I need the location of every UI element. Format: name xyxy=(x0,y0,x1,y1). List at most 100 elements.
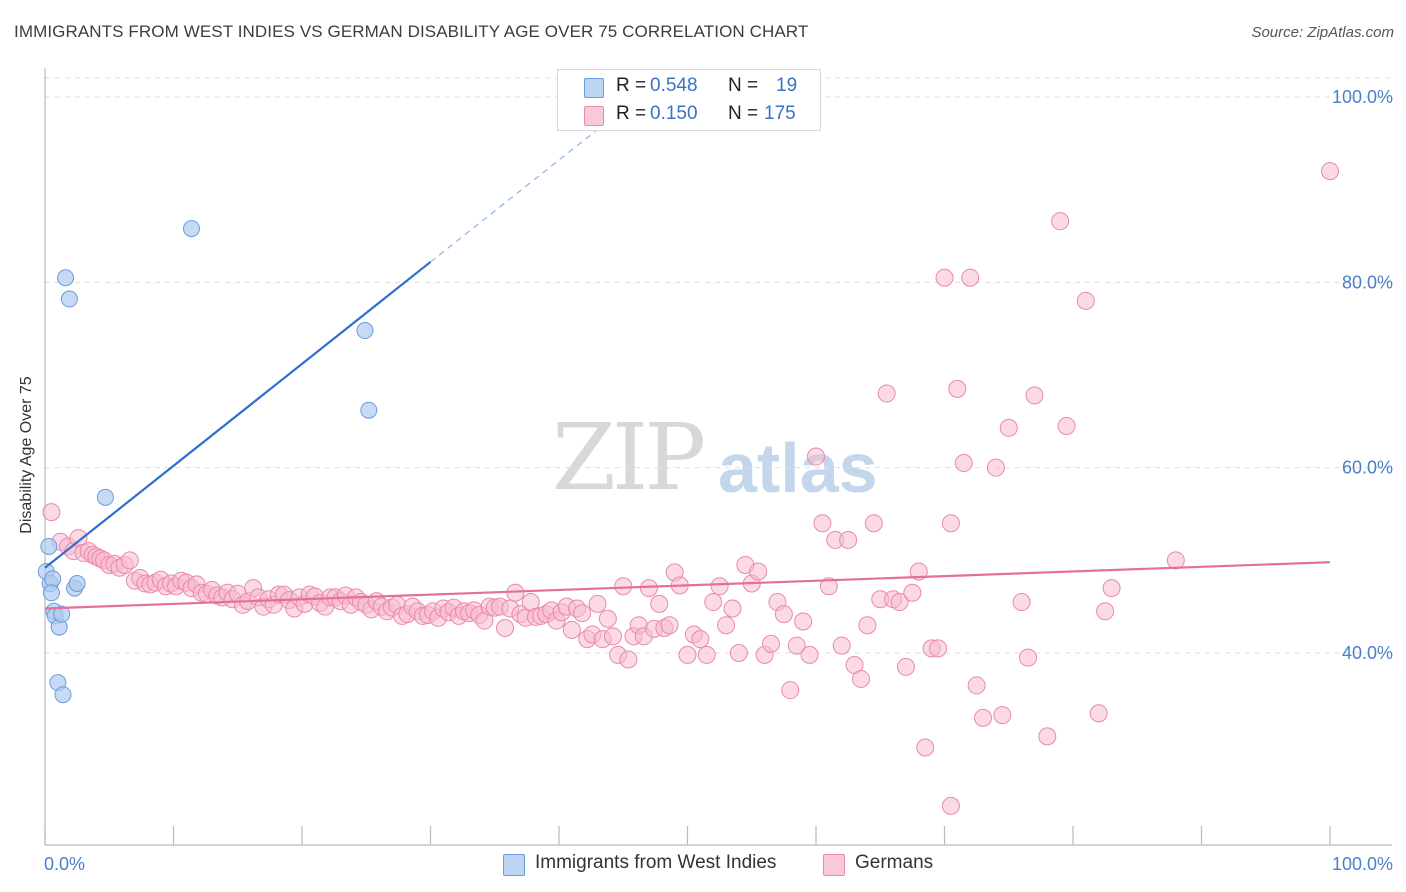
germans-point xyxy=(1166,551,1185,570)
germans-point xyxy=(916,738,935,757)
germans-point xyxy=(781,681,800,700)
legend-r-label: R = xyxy=(616,75,647,96)
west-indies-trend-extension xyxy=(430,128,598,263)
correlation-legend: R = 0.548 N = 19 R = 0.150 N = 175 xyxy=(557,69,821,131)
germans-point xyxy=(774,605,793,624)
west-indies-point xyxy=(57,269,75,287)
x-tick-label-min: 0.0% xyxy=(44,854,85,874)
germans-point xyxy=(749,562,768,581)
legend-r-value: 0.548 xyxy=(650,75,698,96)
tick-labels: 40.0% 60.0% 80.0% 100.0% 0.0% 100.0% xyxy=(44,87,1393,874)
germans-point xyxy=(877,384,896,403)
y-tick-label: 100.0% xyxy=(1332,87,1393,107)
germans-point xyxy=(839,530,858,549)
germans-point xyxy=(948,379,967,398)
west-indies-trend-line xyxy=(44,261,432,569)
germans-point xyxy=(1076,291,1095,310)
trend-lines xyxy=(44,128,1331,610)
legend-swatch-west-indies xyxy=(584,78,604,98)
germans-point xyxy=(1102,579,1121,598)
germans-point xyxy=(729,644,748,662)
germans-point xyxy=(813,514,832,533)
germans-point xyxy=(562,620,581,639)
germans-point xyxy=(678,645,697,664)
watermark-zip: ZIP xyxy=(552,404,706,511)
legend-row-west-indies: R = 0.548 N = 19 xyxy=(558,72,820,100)
germans-point xyxy=(1321,162,1339,181)
west-indies-point xyxy=(68,575,86,592)
germans-point xyxy=(598,609,617,628)
germans-point xyxy=(717,616,736,635)
germans-point xyxy=(851,669,870,688)
west-indies-point xyxy=(53,605,71,623)
legend-r-label: R = xyxy=(616,103,647,124)
legend-swatch-germans xyxy=(823,854,845,876)
legend-r-value: 0.150 xyxy=(650,103,698,124)
legend-swatch-west-indies xyxy=(503,854,525,876)
germans-point xyxy=(619,650,638,669)
west-indies-point xyxy=(356,322,374,340)
y-tick-label: 60.0% xyxy=(1342,458,1393,478)
germans-point xyxy=(819,577,838,596)
west-indies-point xyxy=(360,401,378,419)
germans-point xyxy=(691,630,710,649)
germans-point xyxy=(1038,727,1057,746)
germans-point xyxy=(903,583,922,602)
germans-point xyxy=(704,593,723,612)
west-indies-point xyxy=(60,290,78,308)
germans-point xyxy=(1012,593,1031,612)
legend-swatch-germans xyxy=(584,106,604,126)
west-indies-point xyxy=(54,686,72,704)
germans-point xyxy=(588,594,607,613)
germans-point xyxy=(120,551,139,570)
y-tick-label: 40.0% xyxy=(1342,643,1393,663)
y-tick-label: 80.0% xyxy=(1342,272,1393,292)
germans-series xyxy=(42,162,1339,815)
germans-point xyxy=(710,577,729,596)
axes xyxy=(44,68,1392,846)
germans-point xyxy=(660,616,679,635)
germans-point xyxy=(787,636,806,655)
legend-row-germans: R = 0.150 N = 175 xyxy=(558,100,820,128)
germans-point xyxy=(1051,212,1070,231)
germans-point xyxy=(864,514,883,533)
west-indies-point xyxy=(42,584,60,602)
germans-point xyxy=(961,268,980,287)
germans-trend-line xyxy=(44,561,1331,610)
germans-point xyxy=(794,612,813,631)
germans-point xyxy=(42,503,61,522)
germans-point xyxy=(603,627,622,646)
germans-point xyxy=(614,577,633,596)
germans-point xyxy=(999,418,1018,437)
germans-point xyxy=(1019,648,1038,667)
legend-n-value: 19 xyxy=(776,75,798,96)
germans-point xyxy=(1089,704,1108,723)
legend-n-label: N = xyxy=(728,103,759,124)
germans-point xyxy=(954,454,973,473)
germans-point xyxy=(650,594,669,613)
germans-point xyxy=(1096,602,1115,621)
germans-point xyxy=(697,645,716,664)
west-indies-point xyxy=(182,220,200,238)
germans-point xyxy=(800,645,819,664)
germans-point xyxy=(941,796,960,815)
germans-point xyxy=(935,268,954,287)
germans-point xyxy=(941,514,960,533)
germans-point xyxy=(1057,416,1076,435)
germans-point xyxy=(807,447,825,466)
source-label: Source: ZipAtlas.com xyxy=(1251,24,1394,41)
germans-point xyxy=(909,562,928,581)
west-indies-point xyxy=(96,488,114,506)
west-indies-series xyxy=(37,220,378,704)
germans-point xyxy=(762,634,781,653)
germans-point xyxy=(496,618,515,637)
germans-point xyxy=(723,599,742,618)
germans-point xyxy=(974,708,993,727)
germans-point xyxy=(832,636,851,655)
legend-n-label: N = xyxy=(728,75,759,96)
legend-n-value: 175 xyxy=(764,103,796,124)
germans-point xyxy=(967,676,986,695)
west-indies-point xyxy=(40,537,58,555)
germans-point xyxy=(986,458,1005,477)
